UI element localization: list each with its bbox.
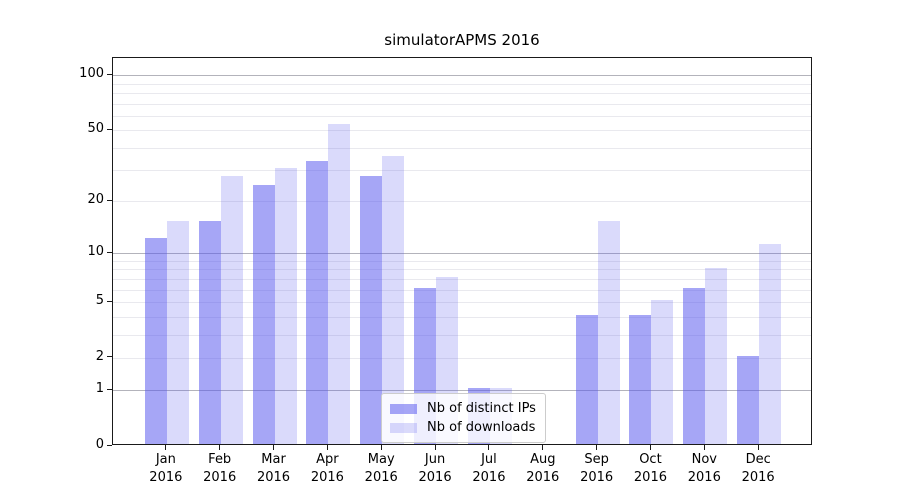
x-tick-label: Feb 2016 — [203, 452, 237, 485]
y-tick-mark — [107, 251, 112, 253]
x-tick-label: May 2016 — [364, 452, 398, 485]
bar-distinct-ips-may — [360, 176, 383, 444]
y-tick-mark — [107, 388, 112, 390]
x-tick-label: Jan 2016 — [149, 452, 183, 485]
gridline — [113, 289, 811, 291]
gridline — [113, 269, 811, 271]
x-tick-mark — [380, 445, 382, 450]
y-tick-mark — [107, 444, 112, 446]
y-tick-label: 2 — [95, 348, 104, 364]
gridline — [113, 278, 811, 280]
x-tick-mark — [434, 445, 436, 450]
bar-distinct-ips-dec — [737, 355, 760, 444]
y-tick-label: 50 — [87, 121, 104, 137]
x-tick-mark — [273, 445, 275, 450]
x-tick-mark — [326, 445, 328, 450]
x-tick-label: Nov 2016 — [687, 452, 721, 485]
bar-downloads-apr — [328, 123, 351, 444]
y-tick-label: 0 — [95, 437, 104, 452]
gridline — [113, 302, 811, 304]
bar-distinct-ips-jan — [144, 237, 167, 444]
y-tick-label: 1 — [95, 381, 104, 397]
gridline — [113, 261, 811, 262]
y-tick-mark — [107, 300, 112, 302]
chart-title: simulatorAPMS 2016 — [384, 31, 540, 49]
x-tick-mark — [165, 445, 167, 450]
x-tick-mark — [649, 445, 651, 450]
y-tick-label: 20 — [87, 192, 104, 208]
gridline — [113, 357, 811, 359]
bar-distinct-ips-feb — [198, 221, 221, 444]
gridline — [113, 103, 811, 105]
x-tick-mark — [542, 445, 544, 450]
x-tick-mark — [703, 445, 705, 450]
gridline — [113, 115, 811, 117]
gridline — [113, 334, 811, 336]
x-tick-label: Jul 2016 — [472, 452, 506, 485]
legend-entry: Nb of downloads — [390, 418, 536, 437]
bar-downloads-mar — [274, 168, 297, 444]
gridline — [113, 390, 811, 392]
x-tick-label: Sep 2016 — [580, 452, 614, 485]
x-tick-label: Jun 2016 — [418, 452, 452, 485]
y-tick-mark — [107, 199, 112, 201]
y-tick-label: 10 — [87, 244, 104, 260]
y-tick-mark — [107, 356, 112, 358]
y-tick-label: 5 — [95, 293, 104, 309]
x-tick-mark — [757, 445, 759, 450]
bar-distinct-ips-nov — [683, 287, 706, 444]
bar-distinct-ips-sep — [575, 314, 598, 444]
x-tick-label: Aug 2016 — [526, 452, 560, 485]
gridline — [113, 75, 811, 77]
bar-distinct-ips-oct — [629, 314, 652, 444]
bar-downloads-jan — [166, 221, 189, 444]
bar-downloads-may — [382, 156, 405, 444]
gridline — [113, 147, 811, 149]
x-tick-label: Oct 2016 — [633, 452, 667, 485]
gridline — [113, 170, 811, 172]
x-tick-mark — [596, 445, 598, 450]
bar-downloads-sep — [597, 221, 620, 444]
bar-downloads-nov — [705, 267, 728, 444]
gridline — [113, 92, 811, 94]
legend-swatch — [390, 403, 417, 414]
bar-downloads-oct — [651, 300, 674, 444]
legend-label: Nb of distinct IPs — [427, 401, 536, 416]
bar-downloads-feb — [220, 176, 243, 444]
x-tick-label: Dec 2016 — [741, 452, 775, 485]
bar-distinct-ips-apr — [306, 160, 329, 444]
x-tick-label: Apr 2016 — [310, 452, 344, 485]
gridline — [113, 201, 811, 203]
x-tick-mark — [488, 445, 490, 450]
gridline — [113, 316, 811, 318]
y-tick-mark — [107, 73, 112, 75]
legend-entry: Nb of distinct IPs — [390, 399, 536, 418]
legend-swatch — [390, 422, 417, 433]
bar-downloads-dec — [759, 244, 782, 444]
gridline — [113, 83, 811, 85]
gridline — [113, 130, 811, 132]
x-tick-label: Mar 2016 — [256, 452, 291, 485]
legend: Nb of distinct IPs Nb of downloads — [381, 393, 546, 443]
gridline — [113, 253, 811, 255]
y-tick-label: 100 — [79, 66, 104, 82]
x-tick-mark — [219, 445, 221, 450]
legend-label: Nb of downloads — [427, 420, 536, 435]
y-tick-mark — [107, 128, 112, 130]
bar-distinct-ips-mar — [252, 185, 275, 444]
plot-area — [112, 57, 812, 445]
